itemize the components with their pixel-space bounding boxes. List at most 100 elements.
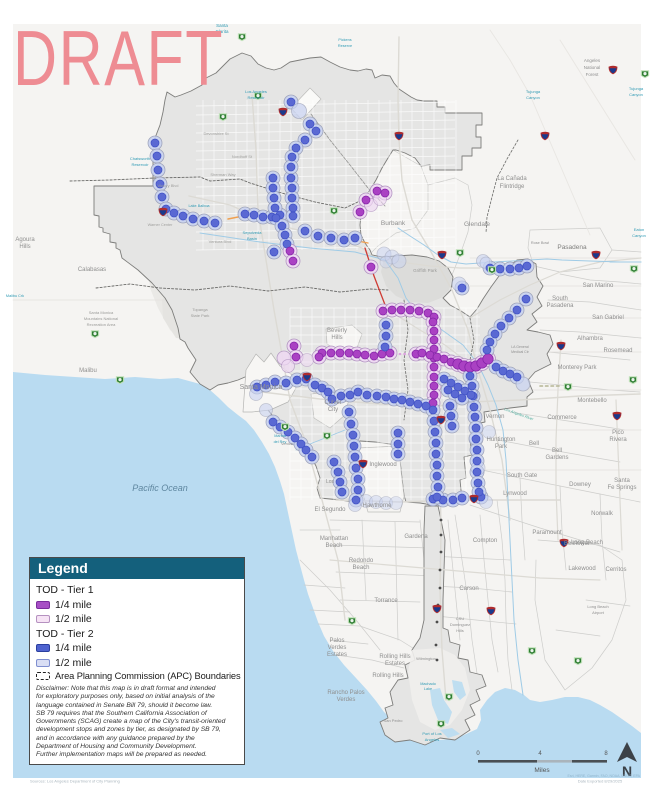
svg-text:Victory Blvd: Victory Blvd xyxy=(157,183,178,188)
svg-text:Canyon: Canyon xyxy=(629,92,643,97)
svg-text:Huntington: Huntington xyxy=(486,437,515,443)
svg-text:Santa Monica: Santa Monica xyxy=(240,384,283,391)
svg-text:National: National xyxy=(584,65,601,70)
svg-text:Torrance: Torrance xyxy=(374,598,398,604)
svg-text:Canyon: Canyon xyxy=(526,95,540,100)
svg-text:State Park: State Park xyxy=(191,313,210,318)
svg-text:Rancho Palos: Rancho Palos xyxy=(327,690,364,696)
svg-text:Lakewood: Lakewood xyxy=(568,566,595,572)
svg-text:Agoura: Agoura xyxy=(15,237,35,243)
svg-text:Estates: Estates xyxy=(385,661,405,667)
svg-text:Devonshire St: Devonshire St xyxy=(203,131,229,136)
svg-text:Reservoir: Reservoir xyxy=(247,95,265,100)
svg-text:Forest: Forest xyxy=(586,72,600,77)
svg-text:Nordhoff St: Nordhoff St xyxy=(232,154,253,159)
svg-text:Basin: Basin xyxy=(247,236,257,241)
svg-text:Redondo: Redondo xyxy=(349,558,374,564)
svg-text:Medical Ctr: Medical Ctr xyxy=(511,350,530,354)
svg-text:Verdes: Verdes xyxy=(328,645,347,651)
svg-text:Verdes: Verdes xyxy=(337,697,356,703)
svg-text:Warner Center: Warner Center xyxy=(148,223,173,227)
svg-text:Los Angeles: Los Angeles xyxy=(245,89,267,94)
svg-text:Hills: Hills xyxy=(19,244,30,250)
svg-text:Glendale: Glendale xyxy=(464,221,490,228)
svg-text:Rose Bowl: Rose Bowl xyxy=(531,241,549,245)
svg-text:Pasadena: Pasadena xyxy=(546,303,574,309)
svg-text:San Pedro: San Pedro xyxy=(384,718,404,723)
svg-text:Downey: Downey xyxy=(569,482,591,488)
svg-text:Palos: Palos xyxy=(329,638,344,644)
svg-text:El Segundo: El Segundo xyxy=(314,507,346,513)
svg-text:Chatsworth: Chatsworth xyxy=(130,156,150,161)
svg-text:Ventura Blvd: Ventura Blvd xyxy=(209,239,232,244)
svg-text:Miles: Miles xyxy=(534,767,550,774)
svg-text:Bell: Bell xyxy=(529,441,539,447)
svg-text:Santa Monica: Santa Monica xyxy=(89,310,114,315)
svg-text:8: 8 xyxy=(604,751,608,757)
svg-text:Inglewood: Inglewood xyxy=(369,462,396,468)
svg-text:Alhambra: Alhambra xyxy=(577,336,603,342)
svg-text:Clarita: Clarita xyxy=(215,29,229,34)
svg-text:Rolling Hills: Rolling Hills xyxy=(372,673,403,679)
svg-text:LA General: LA General xyxy=(511,345,529,349)
svg-text:Dominguez: Dominguez xyxy=(450,622,470,627)
svg-text:Date Exported 8/29/2025: Date Exported 8/29/2025 xyxy=(578,779,623,784)
svg-text:Culver: Culver xyxy=(324,400,341,406)
svg-text:Hills: Hills xyxy=(456,628,464,633)
svg-text:Port of Los: Port of Los xyxy=(422,731,441,736)
svg-text:Cerritos: Cerritos xyxy=(605,567,626,573)
svg-text:Machado: Machado xyxy=(420,682,436,686)
svg-text:Malibu Crk: Malibu Crk xyxy=(6,294,24,298)
svg-text:South: South xyxy=(552,296,568,302)
svg-text:4: 4 xyxy=(538,751,542,757)
svg-text:Bell: Bell xyxy=(552,448,562,454)
svg-text:Esri, HERE, Garmin, FAO, NOAA,: Esri, HERE, Garmin, FAO, NOAA, USGS, EPA xyxy=(568,774,641,778)
svg-text:Manhattan: Manhattan xyxy=(320,536,348,542)
svg-text:del Rey: del Rey xyxy=(274,440,287,444)
svg-text:Tujunga: Tujunga xyxy=(526,89,541,94)
svg-text:Flintridge: Flintridge xyxy=(500,184,525,190)
svg-text:Recreation Area: Recreation Area xyxy=(87,322,116,327)
svg-text:Montebello: Montebello xyxy=(577,398,607,404)
svg-text:Long Beach: Long Beach xyxy=(571,540,603,546)
svg-text:Calabasas: Calabasas xyxy=(78,267,106,273)
svg-text:Reservoir: Reservoir xyxy=(131,162,149,167)
svg-text:Carson: Carson xyxy=(459,586,478,592)
svg-text:Fe Springs: Fe Springs xyxy=(607,485,636,491)
svg-text:Pickens: Pickens xyxy=(338,38,351,42)
svg-text:Griffith Park: Griffith Park xyxy=(413,268,437,273)
svg-text:Venice: Venice xyxy=(281,441,294,446)
svg-text:San Gabriel: San Gabriel xyxy=(592,315,624,321)
svg-text:Lynwood: Lynwood xyxy=(503,491,527,497)
svg-text:San Marino: San Marino xyxy=(583,283,614,289)
svg-text:Angeles: Angeles xyxy=(425,737,439,742)
svg-text:Park: Park xyxy=(495,444,508,450)
svg-text:Lake Balboa: Lake Balboa xyxy=(188,204,210,208)
svg-text:Compton: Compton xyxy=(473,538,497,544)
svg-text:Bellflower: Bellflower xyxy=(564,541,590,547)
svg-text:Pico: Pico xyxy=(612,430,624,436)
svg-text:Santa: Santa xyxy=(216,23,228,28)
svg-text:CSU: CSU xyxy=(456,616,465,621)
svg-text:Commerce: Commerce xyxy=(547,415,577,421)
svg-text:Norwalk: Norwalk xyxy=(591,511,614,517)
svg-text:Lake: Lake xyxy=(424,687,432,691)
svg-text:Long Beach: Long Beach xyxy=(587,604,608,609)
svg-text:Topanga: Topanga xyxy=(192,307,208,312)
svg-text:Gardens: Gardens xyxy=(545,455,568,461)
svg-text:Pasadena: Pasadena xyxy=(557,244,587,251)
svg-text:Los: Los xyxy=(326,479,335,485)
svg-text:Rolling Hills: Rolling Hills xyxy=(379,654,410,660)
svg-text:La Cañada: La Cañada xyxy=(497,176,527,182)
svg-text:Mountains National: Mountains National xyxy=(84,316,118,321)
svg-text:Sepulveda: Sepulveda xyxy=(243,230,263,235)
svg-text:Monterey Park: Monterey Park xyxy=(557,365,597,371)
svg-text:Angeles: Angeles xyxy=(584,58,601,63)
svg-text:Tujunga: Tujunga xyxy=(629,86,644,91)
svg-text:N: N xyxy=(622,763,632,779)
svg-text:Rosemead: Rosemead xyxy=(603,348,632,354)
svg-text:Eaton: Eaton xyxy=(634,227,644,232)
svg-text:Airport: Airport xyxy=(592,610,605,615)
svg-text:Pacific Ocean: Pacific Ocean xyxy=(132,483,188,493)
svg-text:Paramount: Paramount xyxy=(532,530,562,536)
